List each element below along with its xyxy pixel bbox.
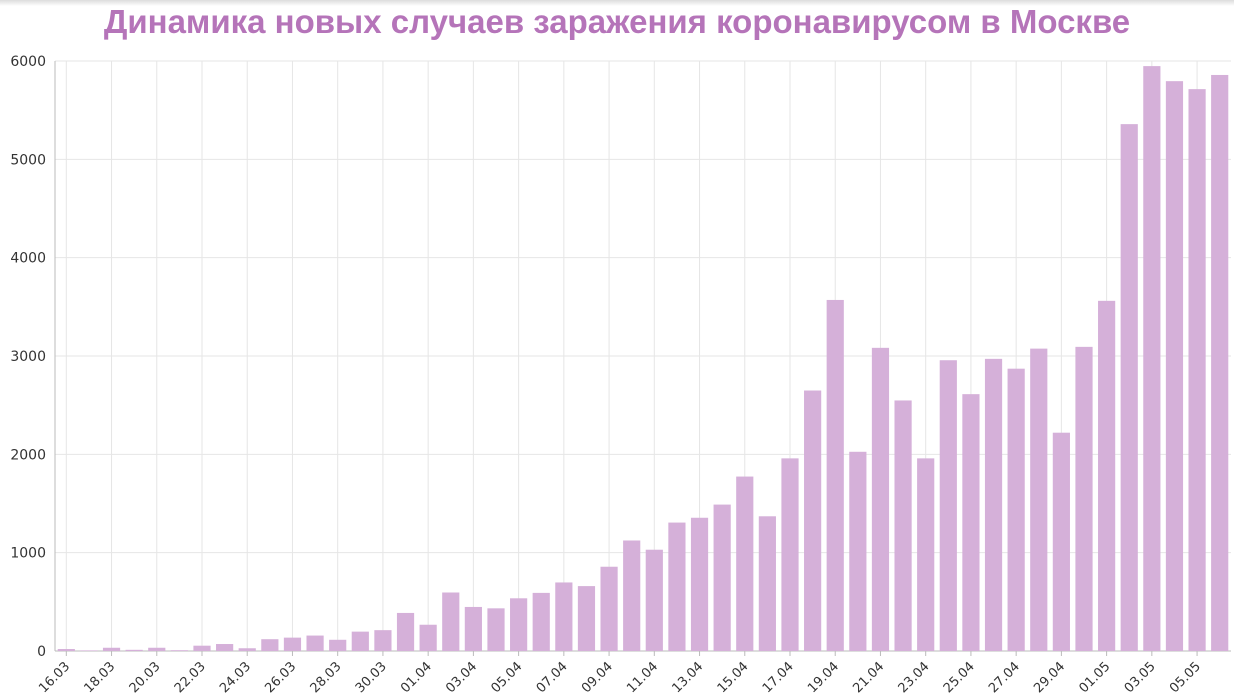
x-tick-label: 15.04 xyxy=(715,659,752,696)
x-tick-label: 11.04 xyxy=(624,659,661,696)
bar-29.03 xyxy=(351,631,369,651)
bar-02.04 xyxy=(442,592,460,651)
bar-03.04 xyxy=(464,606,482,651)
bar-19.03 xyxy=(125,649,143,651)
bar-05.04 xyxy=(510,598,528,651)
bar-02.05 xyxy=(1120,124,1138,651)
bar-26.04 xyxy=(984,358,1003,651)
x-tick-label: 24.03 xyxy=(217,659,254,696)
x-tick-label: 27.04 xyxy=(986,659,1023,696)
x-tick-label: 29.04 xyxy=(1031,659,1068,696)
x-tick-label: 23.04 xyxy=(896,659,933,696)
y-tick-label: 4000 xyxy=(10,251,46,267)
bar-30.04 xyxy=(1075,346,1093,651)
x-tick-label: 09.04 xyxy=(579,659,616,696)
bar-28.03 xyxy=(329,639,347,651)
x-tick-label: 03.05 xyxy=(1122,659,1159,696)
x-tick-label: 30.03 xyxy=(353,659,390,696)
bar-21.04 xyxy=(871,347,890,651)
x-tick-label: 07.04 xyxy=(534,659,571,696)
bar-23.03 xyxy=(216,644,234,651)
bar-01.05 xyxy=(1098,300,1116,651)
x-tick-label: 26.03 xyxy=(262,659,299,696)
bar-24.04 xyxy=(939,360,957,651)
x-tick-label: 25.04 xyxy=(941,659,978,696)
y-tick-label: 3000 xyxy=(10,349,46,365)
bar-18.03 xyxy=(102,647,121,651)
bar-09.04 xyxy=(600,566,618,651)
bar-22.04 xyxy=(894,400,912,651)
bar-10.04 xyxy=(623,540,641,651)
bar-11.04 xyxy=(645,549,663,651)
bar-20.03 xyxy=(148,647,166,651)
bar-13.04 xyxy=(690,517,709,651)
bar-04.04 xyxy=(487,608,505,651)
bar-08.04 xyxy=(577,586,596,651)
x-tick-label: 05.05 xyxy=(1167,659,1204,696)
bar-17.03 xyxy=(80,650,98,651)
bar-29.04 xyxy=(1052,432,1070,651)
bar-22.03 xyxy=(193,645,211,651)
x-tick-label: 13.04 xyxy=(669,659,706,696)
bar-19.04 xyxy=(826,299,844,651)
x-tick-label: 01.05 xyxy=(1077,659,1114,696)
bar-16.04 xyxy=(758,516,776,651)
y-tick-label: 1000 xyxy=(10,546,46,562)
y-tick-label: 2000 xyxy=(10,447,46,463)
x-tick-label: 17.04 xyxy=(760,659,797,696)
bar-07.04 xyxy=(555,582,573,651)
bar-16.03 xyxy=(57,649,75,651)
bar-23.04 xyxy=(917,458,935,651)
bar-12.04 xyxy=(668,522,686,651)
x-tick-label: 21.04 xyxy=(850,659,887,696)
bar-18.04 xyxy=(804,390,822,651)
bar-21.03 xyxy=(170,650,188,651)
bar-28.04 xyxy=(1030,348,1048,651)
y-tick-label: 0 xyxy=(37,644,46,660)
x-tick-label: 18.03 xyxy=(81,659,118,696)
bar-20.04 xyxy=(849,451,867,651)
x-tick-label: 28.03 xyxy=(308,659,345,696)
x-tick-label: 22.03 xyxy=(172,659,209,696)
x-tick-label: 05.04 xyxy=(489,659,526,696)
bar-25.03 xyxy=(261,639,279,651)
bar-06.05 xyxy=(1211,74,1229,652)
bar-26.03 xyxy=(283,637,302,651)
bar-04.05 xyxy=(1165,81,1184,652)
bar-25.04 xyxy=(962,394,980,651)
top-shadow-band xyxy=(0,0,1234,6)
x-tick-label: 19.04 xyxy=(805,659,842,696)
bar-15.04 xyxy=(736,476,754,651)
bar-03.05 xyxy=(1143,66,1161,651)
y-tick-label: 6000 xyxy=(10,54,46,70)
bar-31.03 xyxy=(396,612,415,651)
x-tick-label: 16.03 xyxy=(36,659,73,696)
bar-05.05 xyxy=(1188,89,1206,651)
bar-14.04 xyxy=(713,504,731,651)
bar-01.04 xyxy=(419,624,437,651)
bar-27.03 xyxy=(306,635,324,651)
x-tick-label: 20.03 xyxy=(127,659,164,696)
bar-17.04 xyxy=(781,458,799,651)
bar-06.04 xyxy=(532,592,550,651)
bar-30.03 xyxy=(374,630,392,651)
chart-title: Динамика новых случаев заражения коронав… xyxy=(103,3,1131,40)
x-tick-label: 03.04 xyxy=(443,659,480,696)
bar-24.03 xyxy=(238,648,256,651)
x-tick-label: 01.04 xyxy=(398,659,435,696)
y-tick-label: 5000 xyxy=(10,152,46,168)
bar-27.04 xyxy=(1007,368,1025,651)
